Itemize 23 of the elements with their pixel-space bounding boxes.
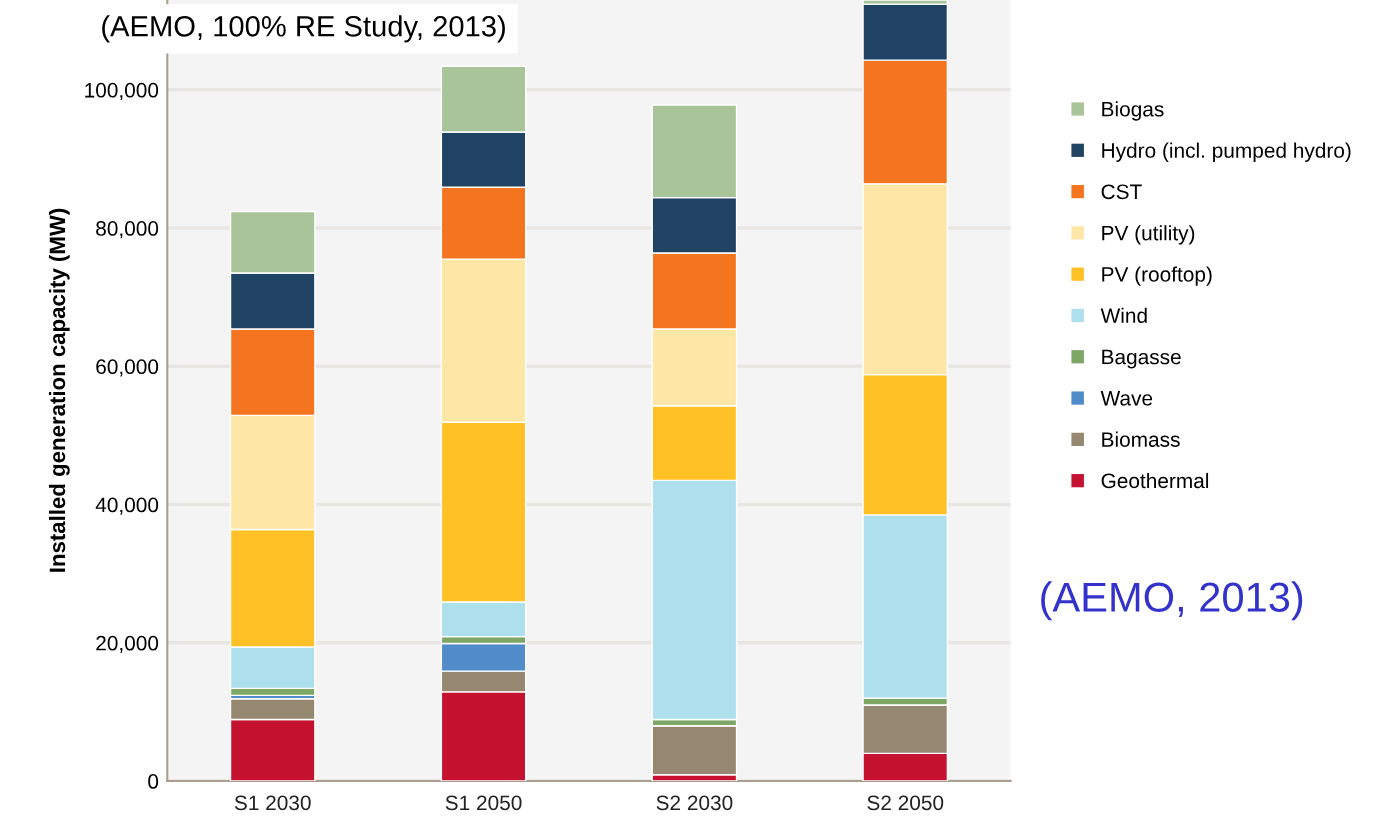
y-axis-title: Installed generation capacity (MW) [48,208,70,572]
legend-label: PV (utility) [1102,225,1195,245]
legend-label: Bagasse [1102,349,1181,369]
y-tick-label: 40,000 [95,497,159,515]
x-tick-label: S2 2030 [656,795,733,811]
legend-label: Wave [1100,391,1153,406]
y-tick-label: 0 [148,774,159,789]
y-tick-label: 20,000 [96,635,159,654]
text: (AEMO, 2013) [1041,581,1303,621]
y-tick-label: 60,000 [96,359,159,377]
x-tick-label: S2 2050 [867,795,944,811]
chart-title: (AEMO, 100% RE Study, 2013) [102,15,505,43]
y-tick-label: 100,000 [85,82,159,101]
legend-label: Biomass [1102,431,1180,447]
x-tick-label: S1 2050 [445,795,522,811]
legend-label: Biogas [1102,101,1164,121]
legend-label: CST [1101,184,1142,200]
legend-label: Hydro (incl. pumped hydro) [1102,142,1351,162]
legend-label: PV (rooftop) [1102,266,1212,286]
y-tick-label: 80,000 [96,221,159,239]
legend-label: Wind [1100,307,1147,324]
legend-label: Geothermal [1101,472,1209,489]
x-tick-label: S1 2030 [234,795,311,811]
